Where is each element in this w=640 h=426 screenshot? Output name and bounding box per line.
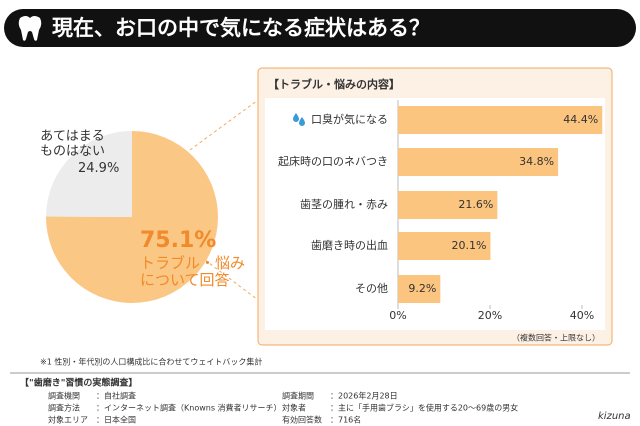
bar-category-label: 歯磨き時の出血	[311, 238, 388, 252]
x-tick-label: 20%	[478, 309, 502, 322]
logo: kizuna	[598, 411, 631, 422]
bar-category-label: その他	[355, 282, 388, 295]
connector	[189, 99, 259, 151]
bar-value-label: 44.4%	[563, 113, 598, 126]
footnote: ※1 性別・年代別の人口構成比に合わせてウェイトバック集計	[40, 357, 262, 367]
bar-title: 【トラブル・悩みの内容】	[268, 77, 400, 91]
x-tick-label: 0%	[389, 309, 406, 322]
bar	[398, 275, 441, 303]
tooth-icon	[18, 16, 42, 41]
pie-value-label: 75.1%	[140, 228, 217, 253]
survey-title: 【"歯磨き"習慣の実態調査】	[20, 377, 137, 389]
pie-category-label: あてはまる ものはない	[40, 129, 106, 159]
bar-note: （複数回答・上限なし）	[512, 333, 600, 343]
pie-value-label: 24.9%	[78, 161, 120, 176]
survey-value: ：インターネット調査（Knowns 消費者リサーチ）	[96, 403, 282, 413]
bar	[398, 191, 498, 219]
bar-category-label: 起床時の口のネバつき	[278, 154, 388, 168]
bar-category-label: 歯茎の腫れ・赤み	[300, 197, 388, 211]
bar-category-label: 口臭が気になる	[311, 112, 388, 126]
bar-value-label: 9.2%	[408, 282, 436, 295]
pie-slice	[46, 131, 133, 217]
survey-value: ：自社調査	[96, 391, 136, 401]
survey-label: 調査方法	[48, 403, 80, 413]
x-tick-label: 40%	[570, 309, 594, 322]
survey-label: 調査期間	[282, 391, 314, 401]
survey-value: ：2026年2月28日	[330, 391, 398, 401]
connector	[204, 259, 259, 301]
pie-category-label: トラブル・悩み について回答	[140, 254, 246, 290]
survey-label: 対象者	[282, 403, 306, 413]
survey-value: ：716名	[330, 415, 361, 425]
survey-label: 対象エリア	[48, 415, 88, 425]
header-title: 現在、お口の中で気になる症状はある？	[52, 16, 430, 40]
bar	[398, 148, 559, 176]
survey-label: 有効回答数	[282, 415, 322, 425]
drop-icon	[293, 113, 305, 126]
bar	[398, 232, 491, 260]
survey-label: 調査機関	[48, 391, 80, 401]
survey-value: ：主に「手用歯ブラシ」を使用する20～69歳の男女	[330, 403, 518, 413]
bar-value-label: 20.1%	[452, 239, 487, 252]
bar-value-label: 21.6%	[458, 198, 493, 211]
header-bar	[4, 9, 636, 47]
bar-value-label: 34.8%	[519, 155, 554, 168]
bar	[398, 106, 603, 134]
survey-value: ：日本全国	[96, 415, 136, 425]
